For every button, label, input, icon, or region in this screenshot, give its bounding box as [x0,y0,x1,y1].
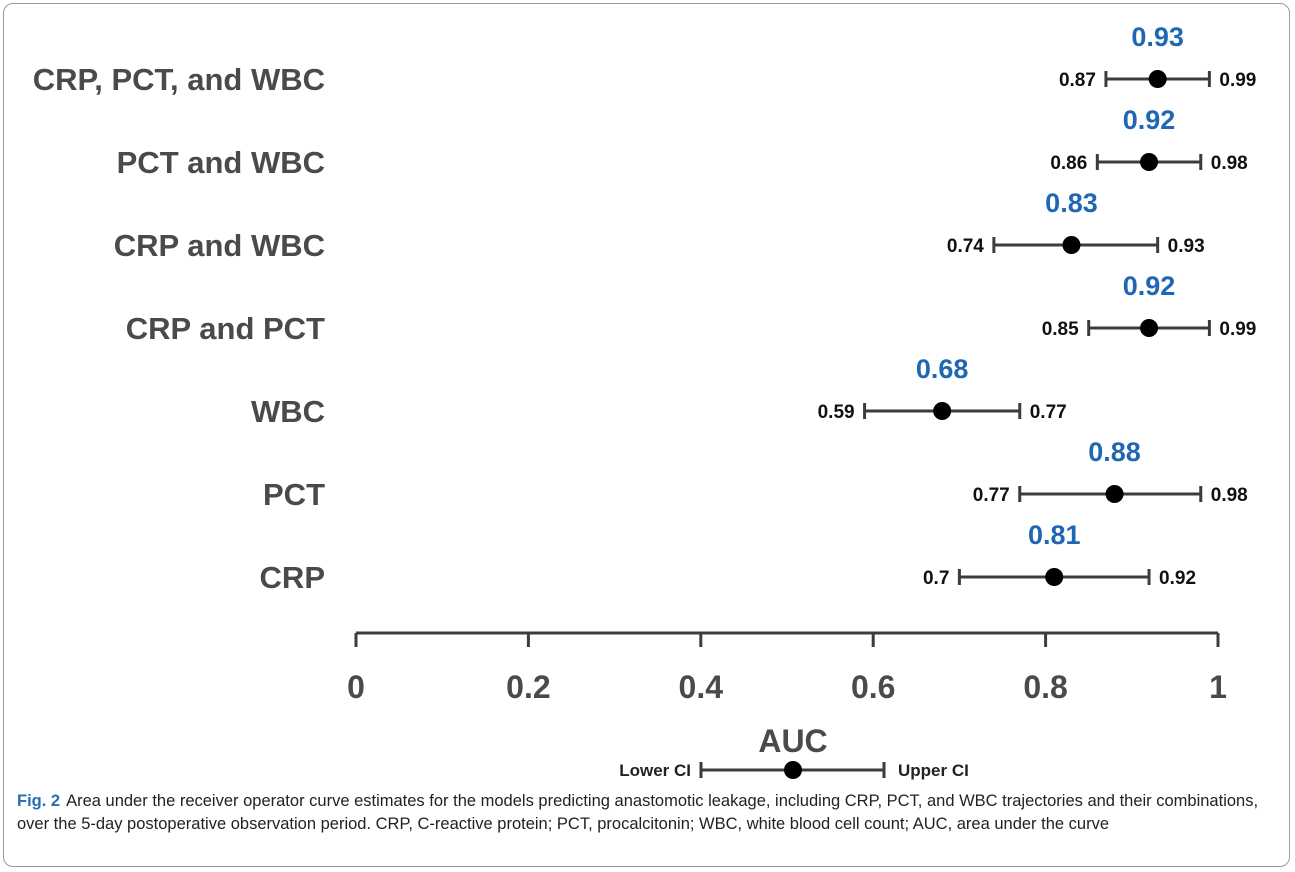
x-tick-label: 0 [347,669,365,705]
forest-row: PCT 0.88 0.77 0.98 [263,437,1248,512]
ci-lower-label: 0.7 [923,568,949,589]
ci-lower-label: 0.87 [1059,70,1096,91]
x-axis-title: AUC [758,723,827,759]
auc-point [933,402,952,420]
forest-row: WBC 0.68 0.59 0.77 [251,354,1067,429]
forest-row: CRP, PCT, and WBC 0.93 0.87 0.99 [33,22,1257,97]
ci-upper-label: 0.99 [1219,319,1256,340]
auc-value-label: 0.92 [1123,271,1176,301]
ci-lower-label: 0.86 [1050,153,1087,174]
row-label: CRP, PCT, and WBC [33,62,325,97]
ci-upper-label: 0.93 [1168,236,1205,257]
x-tick-label: 0.4 [679,669,724,705]
ci-lower-label: 0.77 [973,485,1010,506]
auc-point [1105,485,1124,503]
ci-upper-label: 0.98 [1211,153,1248,174]
x-tick-label: 0.6 [851,669,895,705]
legend-auc-point [784,761,802,779]
forest-plot: CRP, PCT, and WBC 0.93 0.87 0.99 PCT and WBC… [33,22,1257,780]
row-label: WBC [251,394,325,429]
ci-upper-label: 0.77 [1030,402,1067,423]
caption-text: Area under the receiver operator curve e… [17,792,1259,833]
auc-value-label: 0.68 [916,354,969,384]
ci-lower-label: 0.85 [1042,319,1079,340]
auc-point [1140,319,1159,337]
auc-value-label: 0.88 [1088,437,1141,467]
auc-value-label: 0.93 [1131,22,1184,52]
auc-point [1045,568,1064,586]
ci-lower-label: 0.59 [818,402,855,423]
ci-upper-label: 0.98 [1211,485,1248,506]
row-label: PCT [263,477,325,512]
ci-upper-label: 0.99 [1219,70,1256,91]
auc-point [1140,153,1159,171]
figure-label: Fig. 2 [17,792,61,810]
forest-row: CRP 0.81 0.7 0.92 [260,520,1196,595]
x-tick-label: 0.8 [1023,669,1067,705]
legend-upper-label: Upper CI [898,761,969,780]
row-label: PCT and WBC [117,145,325,180]
auc-point [1148,70,1167,88]
figure-frame [3,3,1290,867]
auc-value-label: 0.83 [1045,188,1098,218]
auc-value-label: 0.81 [1028,520,1081,550]
legend-lower-label: Lower CI [619,761,691,780]
auc-value-label: 0.92 [1123,105,1176,135]
auc-point [1062,236,1081,254]
forest-row: PCT and WBC 0.92 0.86 0.98 [117,105,1248,180]
row-label: CRP and PCT [126,311,325,346]
forest-row: CRP and WBC 0.83 0.74 0.93 [114,188,1205,263]
forest-row: CRP and PCT 0.92 0.85 0.99 [126,271,1257,346]
x-tick-label: 0.2 [506,669,550,705]
ci-upper-label: 0.92 [1159,568,1196,589]
x-tick-label: 1 [1209,669,1227,705]
ci-lower-label: 0.74 [947,236,984,257]
row-label: CRP and WBC [114,228,325,263]
figure-caption: Fig. 2 Area under the receiver operator c… [17,790,1282,836]
row-label: CRP [260,560,325,595]
